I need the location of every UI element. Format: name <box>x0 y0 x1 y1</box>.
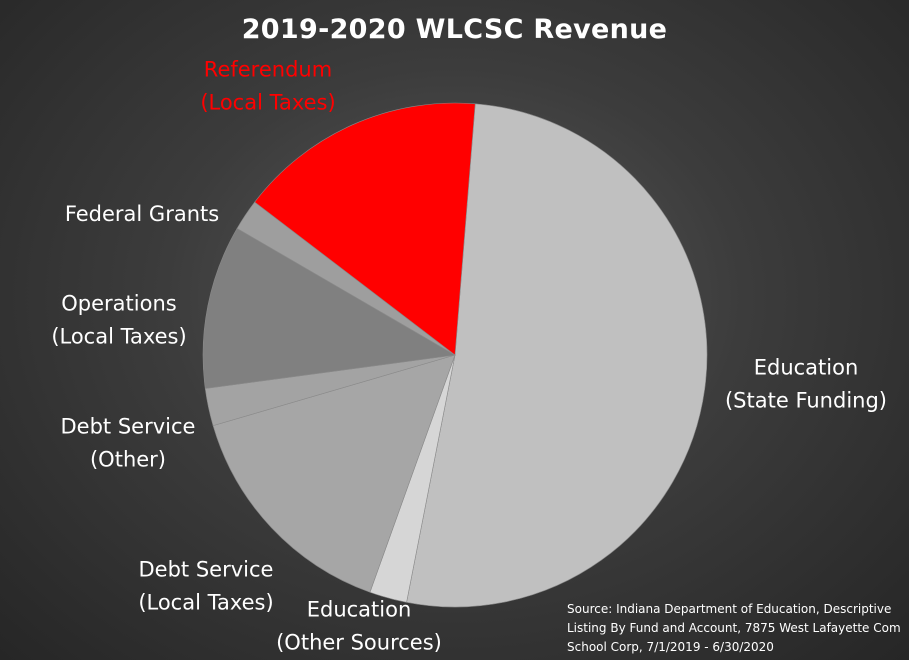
source-line: School Corp, 7/1/2019 - 6/30/2020 <box>567 640 774 654</box>
slice-label-line: Debt Service <box>61 415 196 439</box>
slice-label-line: Operations <box>61 292 176 316</box>
slice-label: Debt Service (Local Taxes) <box>138 558 273 615</box>
source-note: Source: Indiana Department of Education,… <box>567 600 903 657</box>
slice-label: Operations (Local Taxes) <box>51 292 186 349</box>
slice-label-line: (State Funding) <box>725 389 887 413</box>
slice-label: Education (Other Sources) <box>276 598 442 655</box>
slice-label-line: (Local Taxes) <box>51 325 186 349</box>
slice-label: Education (State Funding) <box>725 356 887 413</box>
slice-label-line: (Local Taxes) <box>200 91 335 115</box>
slice-label-line: Federal Grants <box>65 202 219 226</box>
slice-label: Debt Service (Other) <box>61 415 196 472</box>
slice-label-line: (Other Sources) <box>276 631 442 655</box>
slice-label-line: Education <box>754 356 859 380</box>
slice-label: Referendum (Local Taxes) <box>200 58 335 115</box>
slice-label: Federal Grants <box>65 202 219 226</box>
source-line: Source: Indiana Department of Education,… <box>567 602 892 616</box>
pie-slice <box>254 102 476 356</box>
slice-label-line: (Local Taxes) <box>138 591 273 615</box>
slice-label-line: Debt Service <box>139 558 274 582</box>
pie-slice <box>212 354 456 593</box>
slice-label-line: Referendum <box>204 58 332 82</box>
pie-slice <box>202 227 456 389</box>
pie-slice <box>406 103 708 608</box>
slice-label-line: (Other) <box>90 448 166 472</box>
source-line: Listing By Fund and Account, 7875 West L… <box>567 621 901 635</box>
slice-label-line: Education <box>307 598 412 622</box>
chart-title: 2019-2020 WLCSC Revenue <box>241 14 668 45</box>
